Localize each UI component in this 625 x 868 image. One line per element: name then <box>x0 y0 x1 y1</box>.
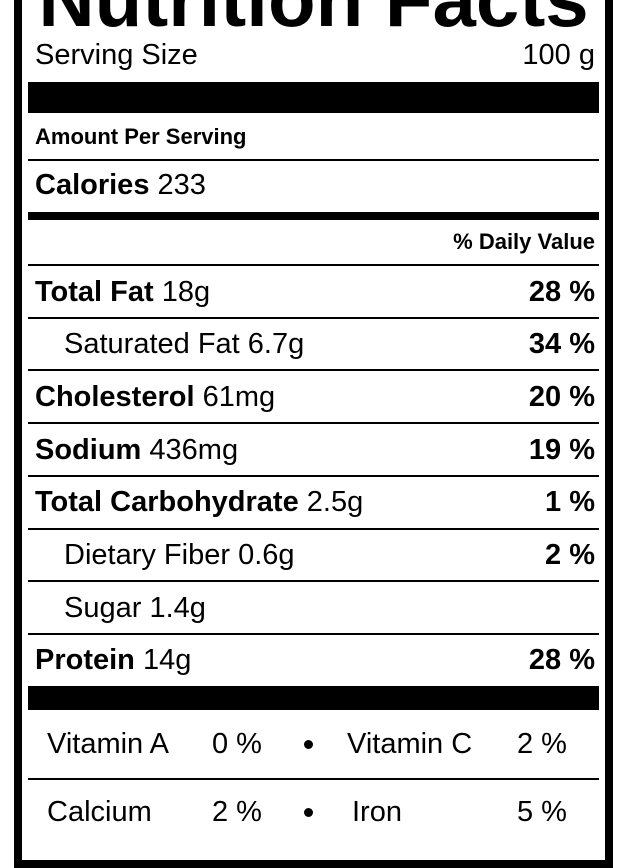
nutrient-dv: 20 % <box>528 380 595 413</box>
calories-value: 233 <box>157 168 206 201</box>
nutrient-row: Total Fat 18g 28 % <box>35 275 595 309</box>
medium-rule <box>28 212 599 220</box>
vitamin-name: Vitamin C <box>347 727 473 760</box>
title: Nutrition Facts <box>22 0 605 38</box>
vitamin-name: Vitamin A <box>47 727 169 760</box>
vitamin-dv: 2 % <box>517 727 567 760</box>
vitamin-dv: 0 % <box>212 727 262 760</box>
vitamin-dv: 5 % <box>517 795 567 828</box>
vitamin-name: Iron <box>352 795 402 828</box>
nutrient-dv: 19 % <box>528 433 595 466</box>
nutrient-dv: 1 % <box>545 486 595 519</box>
nutrient-row: Sugar 1.4g <box>35 591 595 625</box>
nutrient-name: Saturated Fat <box>64 328 240 361</box>
nutrient: Total Fat 18g <box>35 276 210 309</box>
rule <box>28 632 599 635</box>
nutrient-name: Sodium <box>35 433 142 466</box>
nutrient-dv: 34 % <box>528 328 595 361</box>
nutrient-name: Total Carbohydrate <box>35 486 299 519</box>
nutrient-amount: 436mg <box>149 433 239 466</box>
nutrient-amount: 0.6g <box>238 539 295 571</box>
nutrient: Sugar 1.4g <box>64 592 206 625</box>
nutrient-amount: 1.4g <box>149 591 206 624</box>
bullet <box>304 808 313 817</box>
nutrient-row: Protein 14g 28 % <box>35 644 595 678</box>
nutrient-amount: 14g <box>142 644 192 677</box>
nutrient-dv: 28 % <box>528 275 595 308</box>
nutrient-amount: 61mg <box>202 380 276 413</box>
nutrient-row: Sodium 436mg 19 % <box>35 433 595 467</box>
nutrient: Saturated Fat 6.7g <box>64 328 304 361</box>
rule <box>28 778 599 780</box>
thick-rule <box>28 82 599 113</box>
calories-row: Calories 233 <box>35 168 595 202</box>
nutrient: Protein 14g <box>35 644 191 677</box>
nutrient: Sodium 436mg <box>35 434 238 467</box>
nutrient-name: Protein <box>35 644 135 677</box>
nutrient-row: Dietary Fiber 0.6g 2 % <box>35 539 595 573</box>
nutrient-amount: 18g <box>161 275 211 308</box>
nutrient-dv: 28 % <box>528 644 595 677</box>
serving-row: Serving Size 100 g <box>35 38 595 72</box>
rule <box>28 527 599 530</box>
nutrient-row: Total Carbohydrate 2.5g 1 % <box>35 486 595 520</box>
serving-label: Serving Size <box>35 38 198 71</box>
nutrient-name: Total Fat <box>35 275 154 308</box>
serving-value: 100 g <box>522 38 595 71</box>
daily-value-header: % Daily Value <box>453 229 595 254</box>
bullet <box>304 740 313 749</box>
vitamin-dv: 2 % <box>212 795 262 828</box>
amount-per-serving: Amount Per Serving <box>35 124 247 149</box>
rule <box>28 159 599 161</box>
rule <box>28 580 599 583</box>
calories-label: Calories <box>35 168 150 201</box>
nutrient-row: Saturated Fat 6.7g 34 % <box>35 328 595 362</box>
rule <box>28 422 599 425</box>
nutrient-row: Cholesterol 61mg 20 % <box>35 380 595 414</box>
rule <box>28 316 599 319</box>
nutrient-amount: 6.7g <box>247 328 305 361</box>
nutrient: Total Carbohydrate 2.5g <box>35 486 363 519</box>
nutrition-label: Nutrition Facts Serving Size 100 g Amoun… <box>14 0 613 868</box>
nutrient-amount: 2.5g <box>306 486 364 519</box>
nutrient-name: Sugar <box>64 591 142 624</box>
nutrient-dv: 2 % <box>545 539 595 571</box>
nutrient: Cholesterol 61mg <box>35 381 275 414</box>
rule <box>28 474 599 477</box>
dv-header-row: % Daily Value <box>35 225 595 259</box>
thick-rule <box>28 686 599 710</box>
vitamin-name: Calcium <box>47 795 152 828</box>
amount-row: Amount Per Serving <box>35 120 595 154</box>
nutrient: Dietary Fiber 0.6g <box>64 539 295 572</box>
nutrient-name: Dietary Fiber <box>64 539 230 571</box>
rule <box>28 369 599 372</box>
nutrient-name: Cholesterol <box>35 380 195 413</box>
page: Nutrition Facts Serving Size 100 g Amoun… <box>14 0 613 868</box>
rule <box>28 264 599 266</box>
